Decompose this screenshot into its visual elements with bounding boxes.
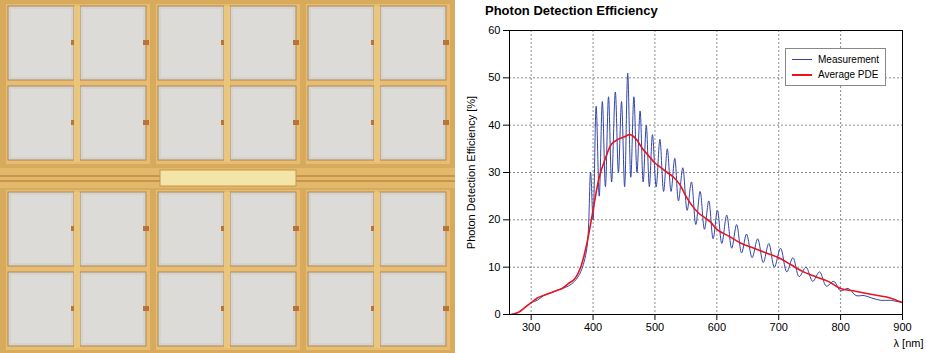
svg-text:300: 300 xyxy=(522,321,540,333)
svg-text:10: 10 xyxy=(488,261,500,273)
svg-text:700: 700 xyxy=(770,321,788,333)
html-text:Average PDE: Average PDE xyxy=(818,69,879,80)
svg-text:400: 400 xyxy=(584,321,602,333)
svg-text:50: 50 xyxy=(488,71,500,83)
svg-text:40: 40 xyxy=(488,119,500,131)
svg-text:λ [nm]: λ [nm] xyxy=(894,337,924,349)
svg-text:0: 0 xyxy=(494,308,500,320)
html-text:Measurement: Measurement xyxy=(818,54,880,65)
svg-text:900: 900 xyxy=(893,321,911,333)
svg-text:500: 500 xyxy=(646,321,664,333)
html-text:Photon Detection Efficiency: Photon Detection Efficiency xyxy=(485,3,658,18)
svg-text:800: 800 xyxy=(831,321,849,333)
svg-text:60: 60 xyxy=(488,24,500,36)
svg-text:Photon Detection Efficiency [%: Photon Detection Efficiency [%] xyxy=(465,96,477,249)
svg-text:20: 20 xyxy=(488,213,500,225)
svg-text:30: 30 xyxy=(488,166,500,178)
svg-text:600: 600 xyxy=(708,321,726,333)
